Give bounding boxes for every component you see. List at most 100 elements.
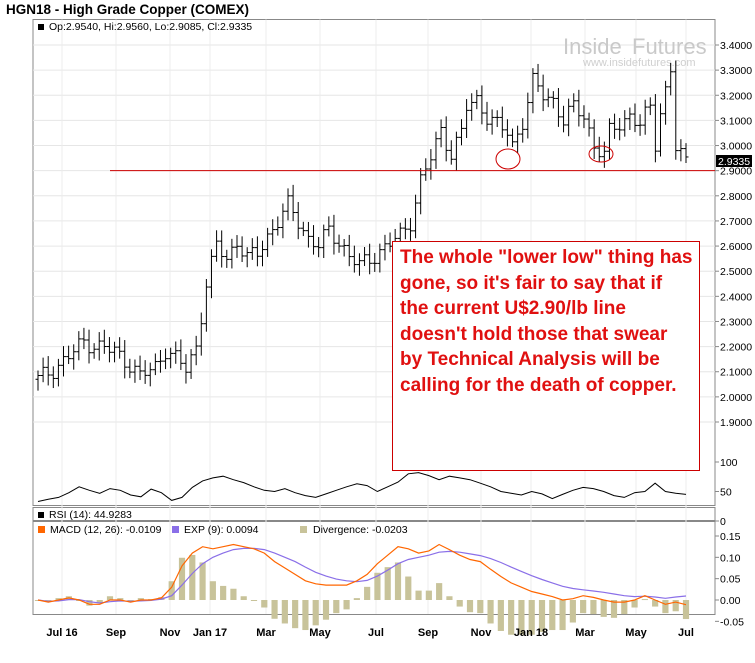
- last-price-label: 2.9335: [718, 156, 750, 168]
- divergence-bar: [487, 600, 494, 624]
- divergence-bar: [405, 576, 412, 600]
- price-legend: Op:2.9540, Hi:2.9560, Lo:2.9085, Cl:2.93…: [49, 21, 252, 33]
- divergence-bar: [549, 600, 556, 631]
- divergence-bar: [497, 600, 504, 631]
- rsi-legend-swatch: [38, 512, 44, 518]
- divergence-bar: [446, 596, 453, 600]
- rsi-tick-label: 0: [720, 516, 726, 528]
- macd-tick-label: 0.15: [720, 531, 741, 543]
- divergence-bar: [137, 598, 144, 600]
- macd-tick-label: 0.10: [720, 552, 741, 564]
- divergence-bar: [590, 600, 597, 615]
- watermark-brand-left: Inside: [563, 34, 622, 59]
- divergence-bar: [508, 600, 515, 635]
- divergence-bar: [569, 600, 576, 623]
- divergence-bar: [610, 600, 618, 618]
- rsi-legend: RSI (14): 44.9283: [49, 509, 132, 521]
- divergence-bar: [333, 600, 340, 614]
- price-tick-label: 2.0000: [720, 392, 752, 404]
- divergence-bar: [641, 599, 648, 601]
- price-tick-label: 2.9000: [720, 166, 752, 178]
- macd-legend: MACD (12, 26): -0.0109: [50, 524, 162, 536]
- chart-title: HGN18 - High Grade Copper (COMEX): [6, 2, 250, 17]
- rsi-line: [37, 472, 687, 502]
- divergence-bar: [106, 596, 114, 600]
- price-panel-frame: [32, 19, 716, 506]
- price-tick-label: 2.8000: [720, 191, 752, 203]
- price-tick-label: 2.4000: [720, 291, 752, 303]
- divergence-bar: [518, 600, 525, 635]
- month-label: Nov: [471, 627, 493, 639]
- divergence-bar: [86, 600, 93, 606]
- price-tick-label: 1.9000: [720, 417, 752, 429]
- divergence-bar: [189, 554, 196, 600]
- divergence-bar: [682, 600, 690, 620]
- divergence-bar: [580, 600, 587, 614]
- macd-line: [37, 543, 687, 606]
- divergence-bar: [209, 581, 216, 600]
- rsi-tick-label: 100: [720, 457, 738, 469]
- price-tick-label: 3.2000: [720, 90, 752, 102]
- divergence-bar: [261, 600, 268, 608]
- month-label: Nov: [160, 627, 182, 639]
- price-tick-label: 3.0000: [720, 141, 752, 153]
- macd-legend-swatch: [38, 526, 45, 533]
- annotation-box: The whole "lower low" thing has gone, so…: [392, 241, 700, 471]
- exp-line: [37, 547, 687, 604]
- divergence-bar: [394, 562, 402, 600]
- price-tick-label: 3.1000: [720, 115, 752, 127]
- divergence-bar: [312, 600, 319, 626]
- last-price-tag: [716, 155, 752, 167]
- month-label: Sep: [418, 627, 438, 639]
- divergence-legend: Divergence: -0.0203: [313, 524, 408, 536]
- divergence-bar: [168, 581, 175, 600]
- price-bars: [35, 60, 689, 391]
- divergence-bar: [456, 600, 463, 607]
- month-label: Mar: [575, 627, 595, 639]
- macd-group: 0.15 0.10 0.05 0.00 -0.05: [34, 531, 744, 635]
- macd-tick-label: 0.00: [720, 595, 741, 607]
- divergence-bar: [220, 585, 227, 600]
- watermark-url: www.insidefutures.com: [582, 57, 696, 69]
- divergence-bar: [374, 572, 381, 600]
- month-label: Jan 18: [514, 627, 548, 639]
- month-label: Jul: [368, 627, 384, 639]
- macd-tick-label: 0.05: [720, 574, 741, 586]
- divergence-bar: [292, 600, 299, 629]
- divergence-bar: [199, 562, 206, 600]
- month-label: May: [309, 627, 331, 639]
- price-tick-label: 2.2000: [720, 342, 752, 354]
- divergence-bar: [466, 600, 474, 613]
- divergence-bar: [250, 600, 258, 601]
- divergence-legend-swatch: [300, 526, 307, 533]
- price-legend-swatch: [38, 24, 44, 30]
- month-label: Jan 17: [193, 627, 227, 639]
- divergence-bar: [600, 600, 607, 617]
- divergence-bar: [384, 567, 391, 600]
- divergence-bar: [281, 600, 288, 624]
- divergence-bar: [364, 586, 371, 600]
- x-axis-labels: Jul 16 Sep Nov Jan 17 Mar May Jul Sep Nov Jan 18 M…: [46, 627, 694, 639]
- price-tick-label: 2.6000: [720, 241, 752, 253]
- divergence-bar: [415, 590, 422, 600]
- divergence-bar: [662, 600, 669, 614]
- price-tick-label: 2.1000: [720, 367, 752, 379]
- divergence-bar: [117, 598, 124, 600]
- divergence-bar: [96, 600, 103, 603]
- watermark-brand-right: Futures: [632, 34, 707, 59]
- exp-legend-swatch: [172, 526, 179, 533]
- price-tick-label: 2.3000: [720, 316, 752, 328]
- divergence-bar: [538, 600, 546, 632]
- divergence-bar: [353, 598, 360, 600]
- divergence-bar: [425, 590, 432, 600]
- macd-tick-label: -0.05: [720, 616, 744, 628]
- divergence-bar: [343, 600, 350, 610]
- divergence-bar: [621, 600, 628, 615]
- month-label: Jul: [678, 627, 694, 639]
- divergence-bar: [672, 600, 679, 612]
- price-tick-label: 3.3000: [720, 65, 752, 77]
- macd-panel-frame: [32, 521, 716, 615]
- low-circle-1: [495, 148, 521, 170]
- rsi-tick-label: 50: [720, 487, 732, 499]
- divergence-bar: [631, 600, 638, 608]
